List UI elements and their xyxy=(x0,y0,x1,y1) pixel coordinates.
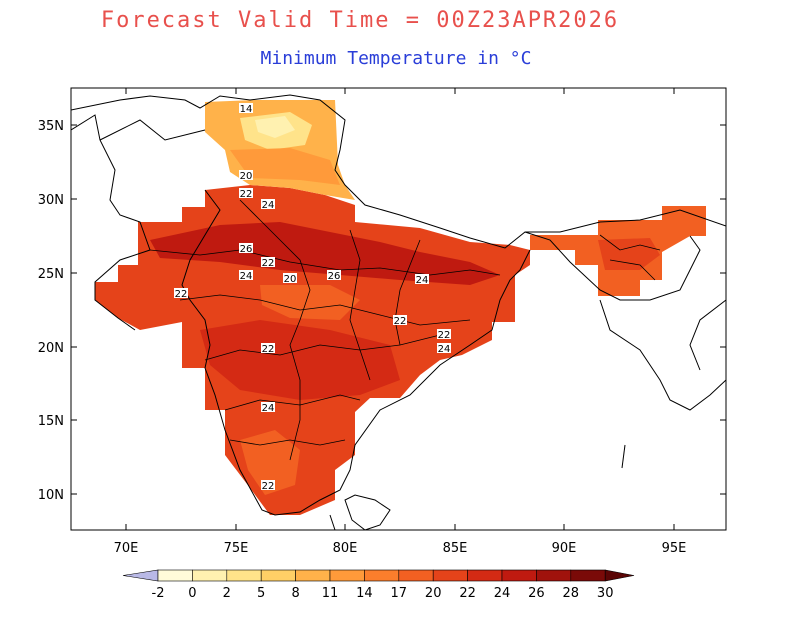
svg-text:22: 22 xyxy=(175,289,188,300)
colorbar-level-label: 0 xyxy=(188,586,196,601)
contour-label: 24 xyxy=(132,330,145,341)
contour-label: 24 xyxy=(261,199,275,211)
colorbar-level-label: 20 xyxy=(425,586,442,601)
contour-label: 22 xyxy=(393,315,407,327)
colorbar-level-label: -2 xyxy=(152,586,165,601)
colorbar-swatch xyxy=(260,569,296,582)
lon-label: 90E xyxy=(552,541,577,556)
contour-label: 22 xyxy=(261,257,275,269)
contour-label: 14 xyxy=(239,103,253,115)
contour-label: 22 xyxy=(261,480,275,492)
colorbar-level-label: 26 xyxy=(528,586,545,601)
forecast-time-title: Forecast Valid Time = 00Z23APR2026 xyxy=(100,8,620,33)
lat-label: 35N xyxy=(38,119,64,134)
colorbar-swatch xyxy=(192,569,228,582)
colorbar-swatch xyxy=(536,569,572,582)
svg-text:26: 26 xyxy=(328,271,341,282)
contour-label: 24 xyxy=(239,270,253,282)
lon-axis: 70E 75E 80E 85E 90E 95E xyxy=(114,88,687,556)
colorbar-swatch xyxy=(467,569,503,582)
contour-label: 22 xyxy=(437,329,451,341)
lat-label: 25N xyxy=(38,267,64,282)
colorbar-level-label: 22 xyxy=(459,586,476,601)
colorbar-level-label: 24 xyxy=(494,586,511,601)
map-area: 14 20 22 24 26 22 24 20 26 24 22 22 24 2… xyxy=(71,94,726,530)
colorbar-swatch xyxy=(364,569,400,582)
contour-label: 22 xyxy=(261,343,275,355)
colorbar-swatch xyxy=(329,569,365,582)
svg-text:22: 22 xyxy=(394,316,407,327)
svg-text:22: 22 xyxy=(262,481,275,492)
colorbar-swatch xyxy=(501,569,537,582)
svg-text:24: 24 xyxy=(240,271,253,282)
contour-label: 22 xyxy=(239,188,253,200)
colorbar-level-label: 8 xyxy=(291,586,299,601)
colorbar-level-label: 17 xyxy=(391,586,408,601)
contour-label: 26 xyxy=(327,270,341,282)
lon-label: 75E xyxy=(224,541,249,556)
lon-label: 95E xyxy=(662,541,687,556)
colorbar-swatch xyxy=(157,569,193,582)
contour-label: 20 xyxy=(239,170,253,182)
variable-title: Minimum Temperature in °C xyxy=(260,48,532,69)
temperature-field-deccan xyxy=(200,320,400,400)
contour-label: 24 xyxy=(437,343,451,355)
temperature-field-central-cool xyxy=(260,285,360,320)
map-frame xyxy=(70,87,727,531)
svg-text:24: 24 xyxy=(262,403,275,414)
lat-label: 20N xyxy=(38,341,64,356)
lon-label: 80E xyxy=(333,541,358,556)
svg-text:24: 24 xyxy=(262,200,275,211)
contour-label: 20 xyxy=(283,273,297,285)
lon-label: 70E xyxy=(114,541,139,556)
temperature-field-kashmir-cold xyxy=(255,116,295,138)
colorbar-swatch xyxy=(295,569,331,582)
temperature-field-himalaya-mid xyxy=(230,148,340,185)
colorbar-level-label: 30 xyxy=(597,586,614,601)
svg-text:20: 20 xyxy=(240,171,253,182)
svg-text:22: 22 xyxy=(262,344,275,355)
contour-label: 24 xyxy=(415,274,429,286)
contour-label: 24 xyxy=(261,402,275,414)
colorbar-swatch xyxy=(570,569,606,582)
svg-text:22: 22 xyxy=(262,258,275,269)
lat-label: 30N xyxy=(38,193,64,208)
svg-text:24: 24 xyxy=(438,344,451,355)
colorbar-over-arrow xyxy=(604,569,635,582)
lat-label: 15N xyxy=(38,414,64,429)
lat-label: 10N xyxy=(38,488,64,503)
colorbar-legend: -2 0 2 5 8 11 14 17 20 22 24 26 28 30 xyxy=(122,569,635,601)
colorbar-level-label: 5 xyxy=(257,586,265,601)
svg-text:24: 24 xyxy=(132,330,145,341)
lon-label: 85E xyxy=(443,541,468,556)
lat-axis: 35N 30N 25N 20N 15N 10N xyxy=(38,119,726,503)
colorbar-swatch xyxy=(432,569,468,582)
svg-text:24: 24 xyxy=(416,275,429,286)
contour-labels: 14 20 22 24 26 22 24 20 26 24 22 22 24 2… xyxy=(132,103,451,492)
colorbar-level-label: 28 xyxy=(563,586,580,601)
temperature-field-gangetic-core xyxy=(150,222,500,285)
colorbar-under-arrow xyxy=(122,569,159,582)
colorbar-level-label: 14 xyxy=(356,586,373,601)
temperature-field-south-cool xyxy=(240,430,300,495)
svg-text:14: 14 xyxy=(240,104,253,115)
svg-text:20: 20 xyxy=(284,274,297,285)
colorbar-level-label: 11 xyxy=(322,586,339,601)
colorbar-level-label: 2 xyxy=(223,586,231,601)
colorbar-swatch xyxy=(398,569,434,582)
svg-text:26: 26 xyxy=(240,244,253,255)
contour-label: 22 xyxy=(174,288,188,300)
contour-label: 26 xyxy=(239,243,253,255)
svg-text:22: 22 xyxy=(438,330,451,341)
colorbar-swatch xyxy=(226,569,262,582)
svg-text:22: 22 xyxy=(240,189,253,200)
